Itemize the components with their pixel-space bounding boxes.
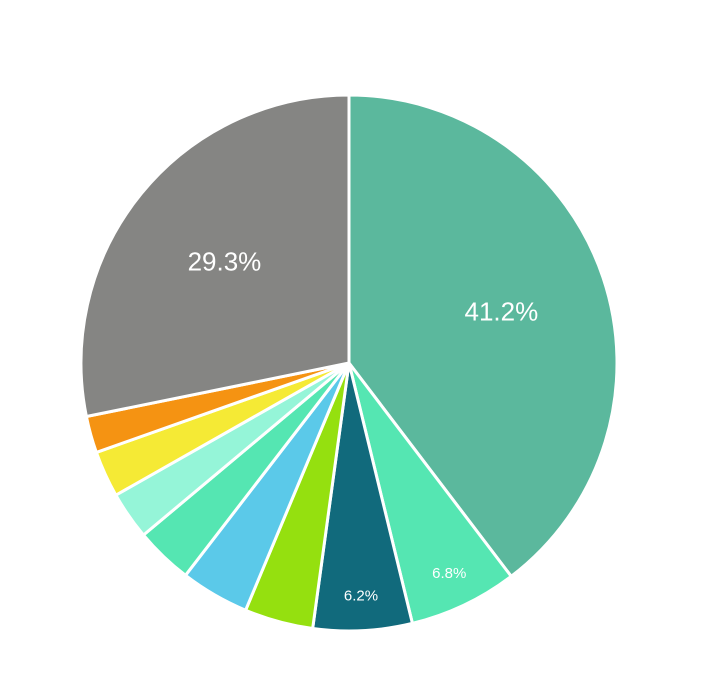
pie-slice-1 — [347, 361, 513, 625]
pie-labels: 41.2% 6.8% 6.2% 29.3% — [188, 246, 539, 604]
pie-slice-label-9: 29.3% — [188, 246, 262, 276]
pie-slice-label-2: 6.2% — [344, 587, 378, 604]
pie-slices — [79, 93, 619, 633]
pie-slice-label-0: 41.2% — [465, 297, 539, 327]
pie-slice-0 — [347, 93, 619, 578]
pie-slice-9 — [79, 93, 351, 419]
pie-slice-label-1: 6.8% — [432, 565, 466, 582]
